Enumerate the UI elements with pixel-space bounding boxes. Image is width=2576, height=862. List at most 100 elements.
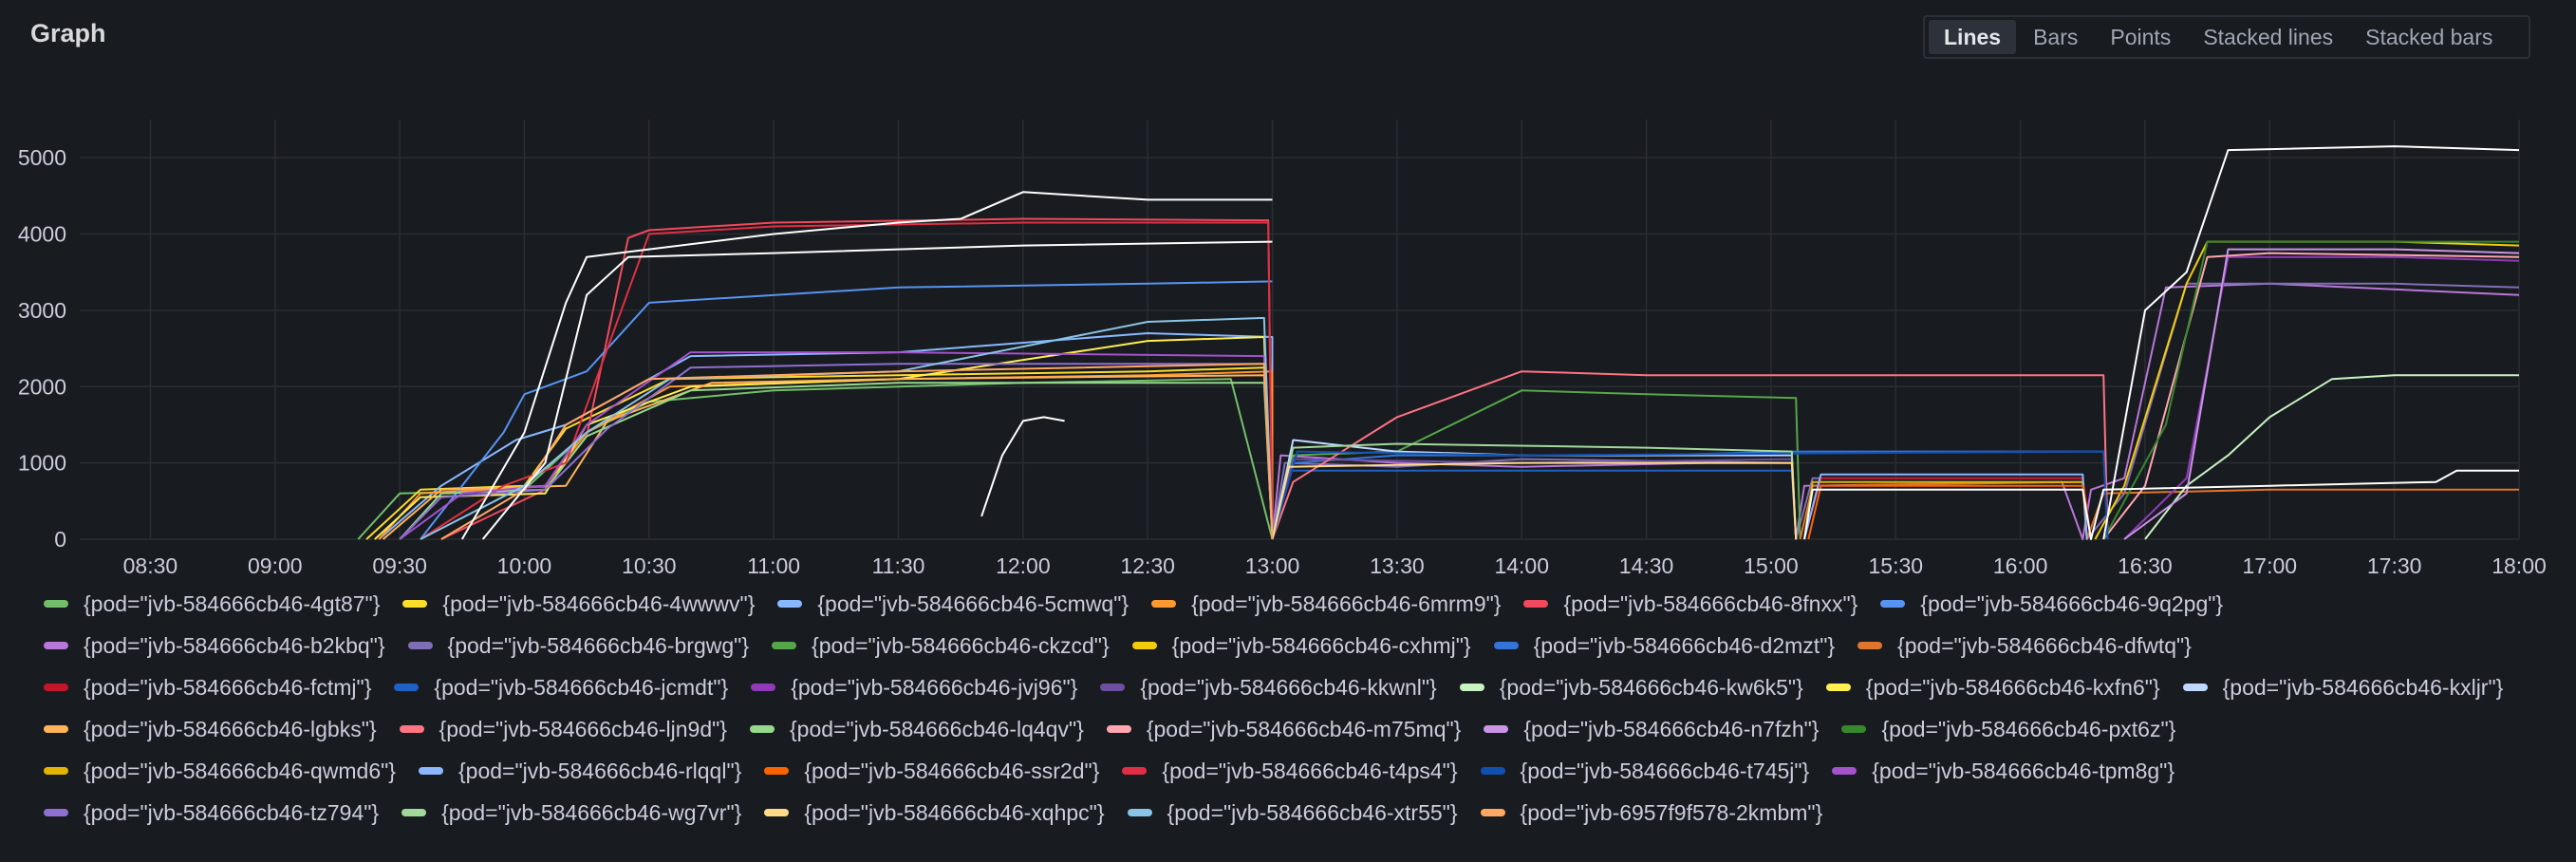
legend-item[interactable]: {pod="jvb-584666cb46-4wwwv"}	[402, 589, 755, 619]
legend-item[interactable]: {pod="jvb-584666cb46-9q2pg"}	[1880, 589, 2223, 619]
legend-swatch	[1480, 809, 1505, 816]
legend-item[interactable]: {pod="jvb-584666cb46-m75mq"}	[1106, 714, 1461, 744]
legend-item[interactable]: {pod="jvb-584666cb46-lgbks"}	[44, 714, 377, 744]
series-line	[1271, 461, 1798, 540]
legend-swatch	[419, 767, 443, 775]
legend-item[interactable]: {pod="jvb-584666cb46-kw6k5"}	[1459, 672, 1803, 703]
lines-button[interactable]: Lines	[1929, 20, 2017, 54]
legend-label: {pod="jvb-584666cb46-9q2pg"}	[1920, 590, 2224, 616]
y-axis: 0 1000 2000 3000 4000 5000	[18, 145, 66, 552]
legend-label: {pod="jvb-584666cb46-ssr2d"}	[804, 758, 1100, 783]
series-line	[1271, 469, 1798, 540]
legend-item[interactable]: {pod="jvb-584666cb46-jvj96"}	[751, 672, 1077, 703]
time-series-chart[interactable]: 0 1000 2000 3000 4000 5000 08:30 09:00 09:30 10:…	[0, 85, 2576, 579]
series-line	[420, 280, 1273, 540]
legend-swatch	[44, 600, 68, 608]
x-tick-label: 16:30	[2118, 553, 2173, 578]
series-line	[1807, 484, 2092, 540]
x-tick-label: 12:30	[1120, 553, 1175, 578]
legend-swatch	[2182, 684, 2208, 691]
legend-item[interactable]: {pod="jvb-584666cb46-tpm8g"}	[1832, 756, 2175, 786]
x-tick-label: 11:30	[872, 553, 925, 578]
x-tick-label: 13:30	[1370, 553, 1425, 578]
legend-label: {pod="jvb-584666cb46-fctmj"}	[84, 674, 372, 700]
x-tick-label: 11:00	[747, 553, 800, 578]
legend-item[interactable]: {pod="jvb-584666cb46-kkwnl"}	[1100, 672, 1437, 703]
legend-item[interactable]: {pod="jvb-584666cb46-rlqql"}	[419, 756, 741, 786]
legend-label: {pod="jvb-584666cb46-qwmd6"}	[84, 758, 396, 783]
legend-item[interactable]: {pod="jvb-584666cb46-fctmj"}	[44, 672, 371, 703]
series-line	[1271, 370, 2109, 540]
legend-item[interactable]: {pod="jvb-584666cb46-d2mzt"}	[1493, 630, 1835, 661]
legend-swatch	[777, 600, 803, 608]
legend-item[interactable]: {pod="jvb-584666cb46-jcmdt"}	[394, 672, 728, 703]
legend-label: {pod="jvb-584666cb46-6mrm9"}	[1191, 590, 1502, 616]
series-line	[1803, 477, 2092, 540]
legend-swatch	[1857, 642, 1883, 649]
legend-item[interactable]: {pod="jvb-584666cb46-5cmwq"}	[777, 589, 1129, 619]
legend-label: {pod="jvb-584666cb46-wg7vr"}	[441, 799, 742, 825]
panel-title: Graph	[30, 19, 106, 47]
legend-item[interactable]: {pod="jvb-584666cb46-kxljr"}	[2182, 672, 2503, 703]
legend-swatch	[44, 684, 68, 691]
x-axis: 08:30 09:00 09:30 10:00 10:30 11:00 11:30 12:00…	[123, 553, 2547, 578]
legend-item[interactable]: {pod="jvb-584666cb46-tz794"}	[44, 797, 379, 828]
x-tick-label: 13:00	[1245, 553, 1300, 578]
legend-item[interactable]: {pod="jvb-584666cb46-wg7vr"}	[401, 797, 741, 828]
x-tick-label: 16:00	[1993, 553, 2048, 578]
series-line	[382, 374, 1274, 540]
series-line	[399, 351, 1274, 540]
legend-item[interactable]: {pod="jvb-584666cb46-qwmd6"}	[44, 756, 396, 786]
legend-label: {pod="jvb-6957f9f578-2kmbm"}	[1520, 799, 1823, 825]
legend-swatch	[402, 600, 428, 608]
legend-item[interactable]: {pod="jvb-584666cb46-cxhmj"}	[1131, 630, 1471, 661]
legend-swatch	[1841, 725, 1867, 733]
legend-item[interactable]: {pod="jvb-584666cb46-n7fzh"}	[1484, 714, 1819, 744]
bars-button[interactable]: Bars	[2033, 24, 2079, 49]
points-button[interactable]: Points	[2110, 24, 2172, 49]
legend-label: {pod="jvb-584666cb46-pxt6z"}	[1881, 716, 2176, 741]
y-tick-label: 4000	[18, 222, 66, 247]
legend-label: {pod="jvb-584666cb46-jcmdt"}	[434, 674, 729, 700]
series-line	[1803, 469, 2519, 540]
x-tick-label: 14:00	[1494, 553, 1549, 578]
legend-swatch	[1523, 600, 1549, 608]
legend-item[interactable]: {pod="jvb-584666cb46-6mrm9"}	[1151, 589, 1501, 619]
legend-swatch	[1106, 725, 1131, 733]
x-tick-label: 08:30	[123, 553, 178, 578]
legend-label: {pod="jvb-584666cb46-lgbks"}	[84, 716, 377, 741]
legend-item[interactable]: {pod="jvb-584666cb46-dfwtq"}	[1857, 630, 2192, 661]
x-tick-label: 10:00	[497, 553, 552, 578]
legend-item[interactable]: {pod="jvb-584666cb46-kxfn6"}	[1825, 672, 2160, 703]
legend: {pod="jvb-584666cb46-4gt87"} {pod="jvb-58…	[44, 589, 2549, 828]
legend-item[interactable]: {pod="jvb-584666cb46-ckzcd"}	[772, 630, 1110, 661]
legend-item[interactable]: {pod="jvb-584666cb46-4gt87"}	[44, 589, 380, 619]
stacked-bars-button[interactable]: Stacked bars	[2365, 24, 2493, 49]
legend-item[interactable]: {pod="jvb-584666cb46-brgwg"}	[407, 630, 749, 661]
series-line	[2102, 252, 2520, 540]
legend-swatch	[1122, 767, 1148, 775]
legend-item[interactable]: {pod="jvb-584666cb46-pxt6z"}	[1841, 714, 2175, 744]
legend-swatch	[749, 725, 775, 733]
legend-swatch	[44, 809, 68, 816]
legend-item[interactable]: {pod="jvb-584666cb46-lq4qv"}	[749, 714, 1084, 744]
legend-swatch	[1493, 642, 1519, 649]
legend-item[interactable]: {pod="jvb-584666cb46-t4ps4"}	[1122, 756, 1458, 786]
legend-label: {pod="jvb-584666cb46-xqhpc"}	[804, 799, 1105, 825]
legend-item[interactable]: {pod="jvb-584666cb46-ssr2d"}	[764, 756, 1099, 786]
legend-label: {pod="jvb-584666cb46-jvj96"}	[791, 674, 1078, 700]
legend-label: {pod="jvb-584666cb46-n7fzh"}	[1523, 716, 1820, 741]
series-line	[1271, 389, 1801, 540]
legend-item[interactable]: {pod="jvb-584666cb46-xqhpc"}	[764, 797, 1105, 828]
legend-item[interactable]: {pod="jvb-584666cb46-8fnxx"}	[1523, 589, 1857, 619]
legend-label: {pod="jvb-584666cb46-t745j"}	[1520, 758, 1810, 783]
legend-item[interactable]: {pod="jvb-584666cb46-ljn9d"}	[399, 714, 727, 744]
legend-item[interactable]: {pod="jvb-6957f9f578-2kmbm"}	[1480, 797, 1823, 828]
legend-item[interactable]: {pod="jvb-584666cb46-xtr55"}	[1127, 797, 1458, 828]
series-line	[378, 370, 1274, 540]
x-tick-label: 17:30	[2367, 553, 2422, 578]
legend-label: {pod="jvb-584666cb46-b2kbq"}	[84, 632, 385, 658]
legend-item[interactable]: {pod="jvb-584666cb46-b2kbq"}	[44, 630, 385, 661]
legend-item[interactable]: {pod="jvb-584666cb46-t745j"}	[1480, 756, 1810, 786]
stacked-lines-button[interactable]: Stacked lines	[2203, 24, 2334, 49]
